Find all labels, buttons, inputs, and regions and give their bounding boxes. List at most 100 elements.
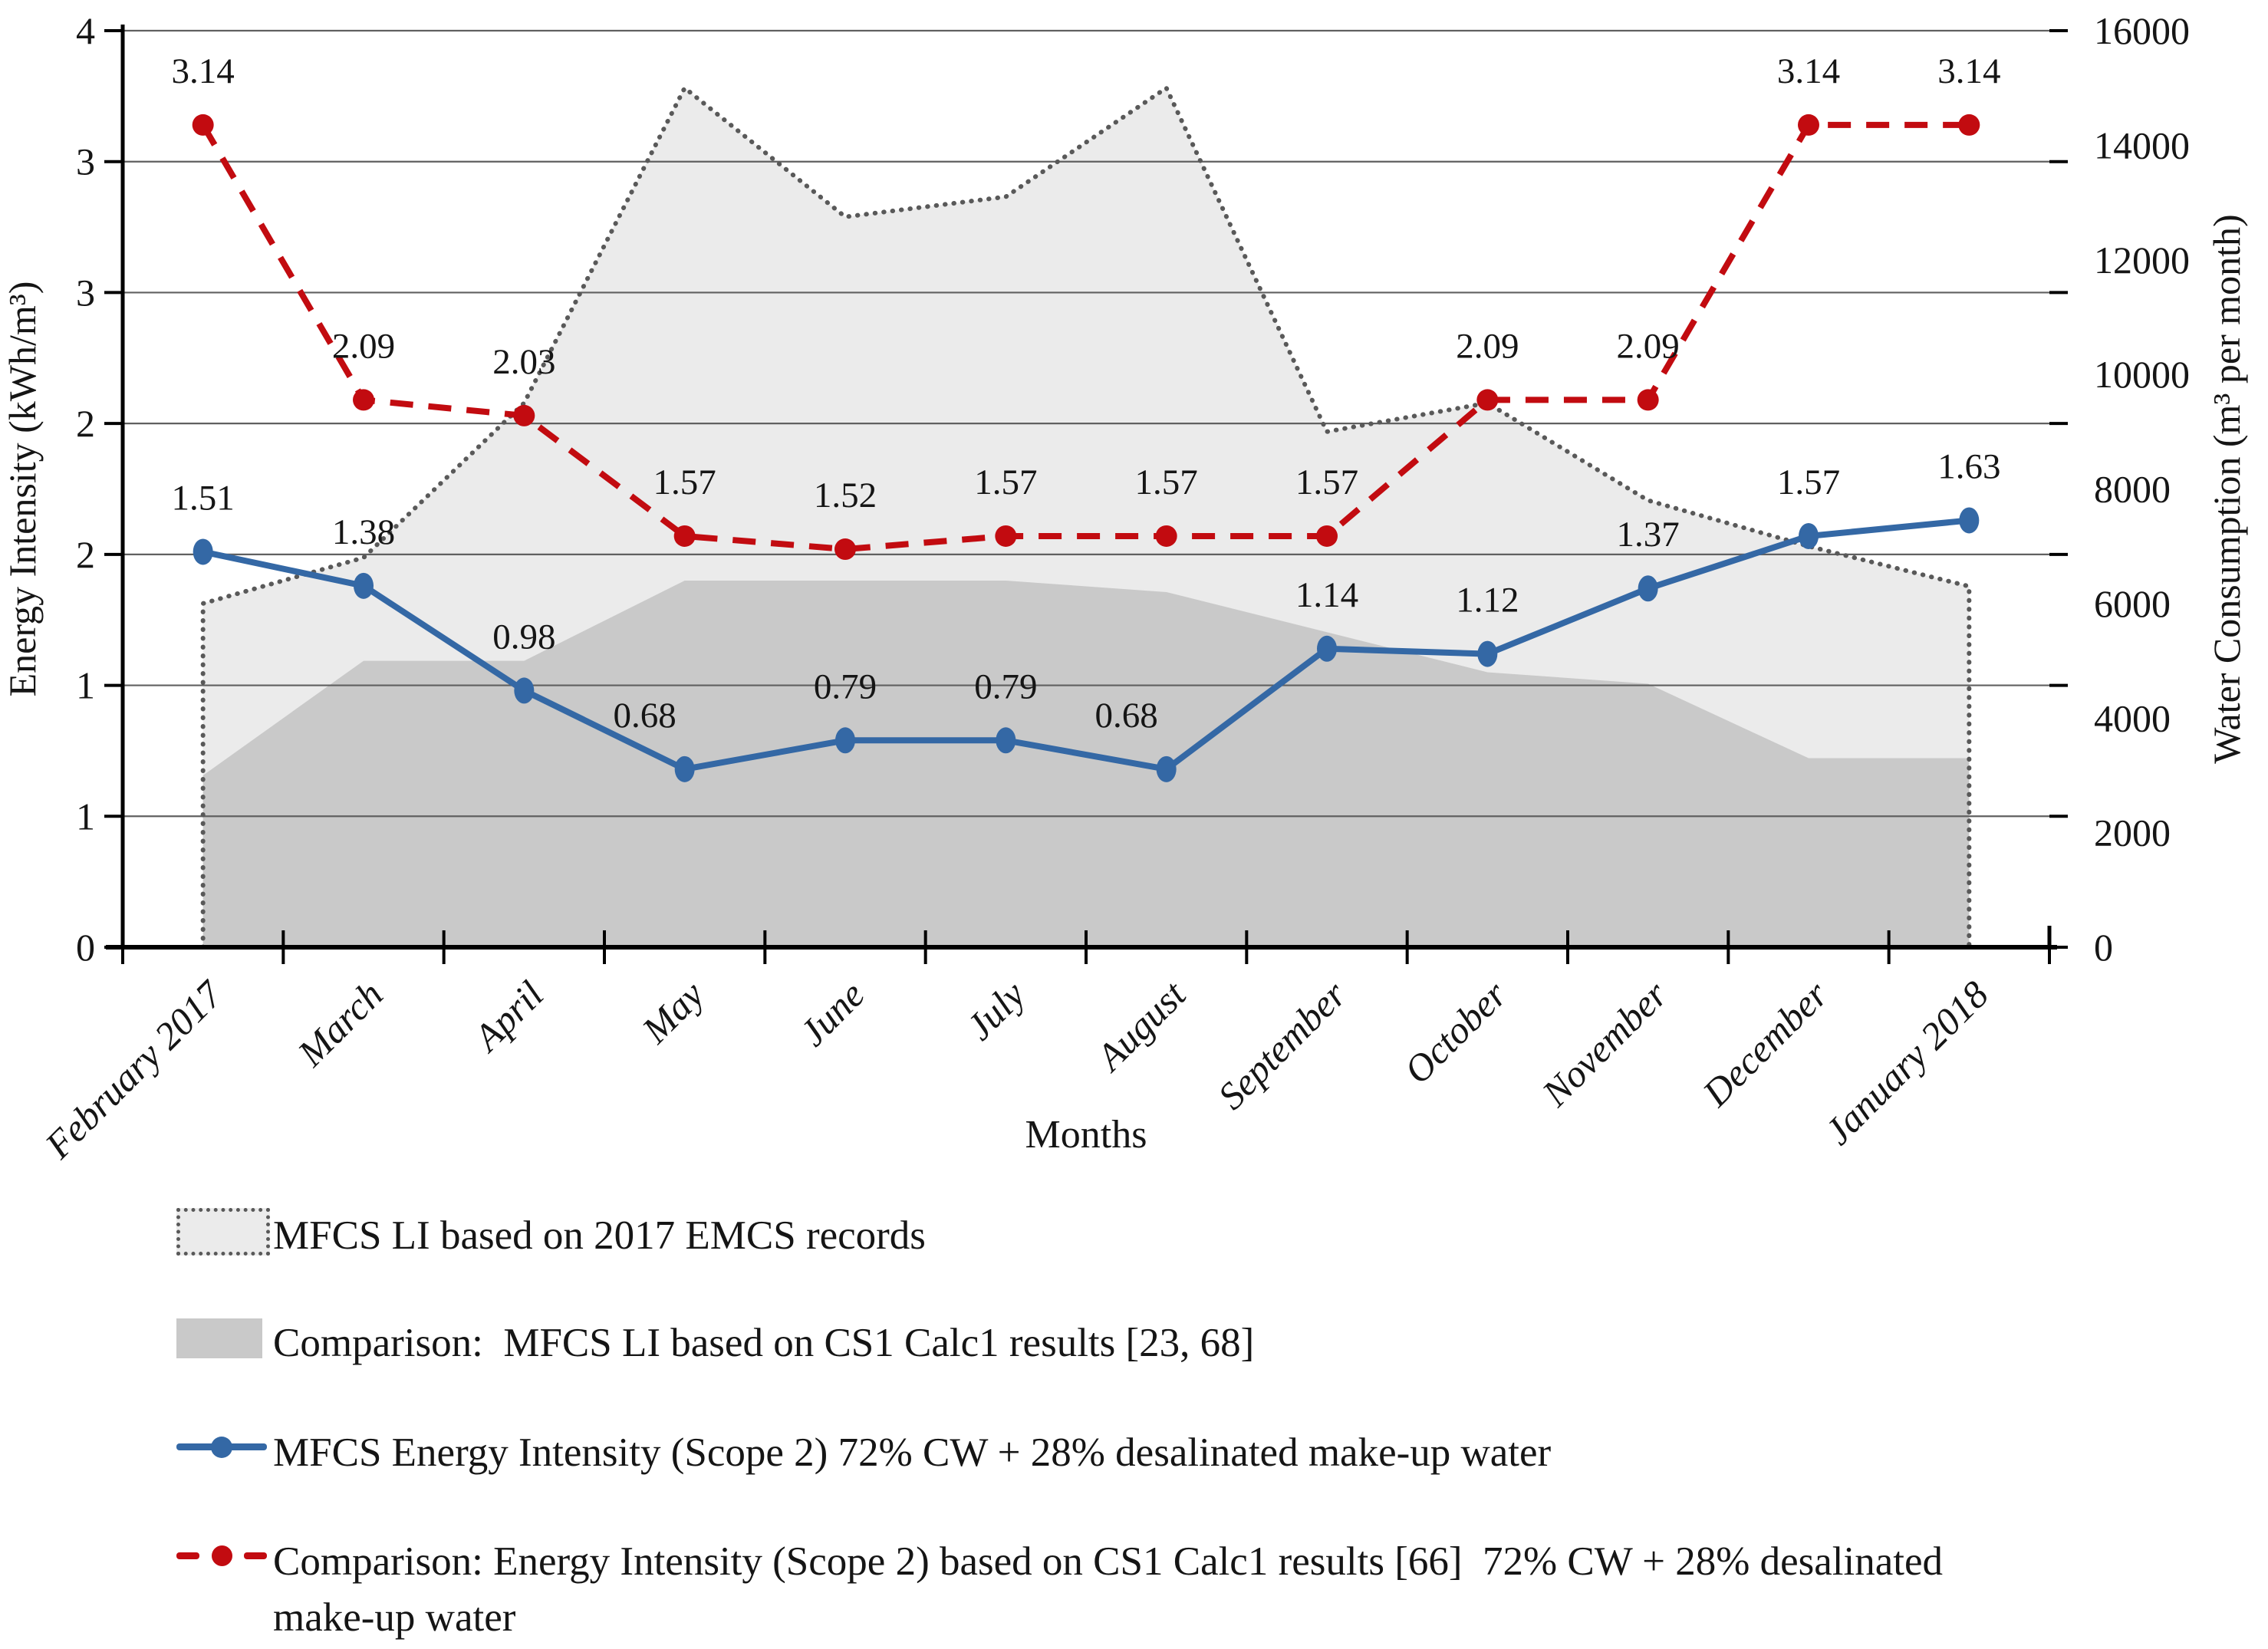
right-axis-tick-label: 8000 [2094,468,2171,511]
data-label-blue: 1.63 [1937,446,2000,486]
data-label-blue: 0.79 [974,667,1037,706]
x-axis-month-label: April [464,973,551,1060]
series-red-marker [1316,525,1338,547]
data-label-blue: 1.37 [1617,515,1680,555]
data-label-blue: 0.98 [492,617,555,657]
data-label-blue: 1.12 [1456,581,1519,620]
series-blue-marker [1959,507,1980,534]
x-axis-month-label: December [1694,973,1836,1115]
data-label-blue: 0.79 [814,667,877,706]
right-axis-tick-label: 16000 [2094,9,2190,52]
legend-label: Comparison: MFCS LI based on CS1 Calc1 r… [273,1321,1255,1365]
left-axis-tick-label: 2 [76,402,95,445]
right-axis-tick-label: 14000 [2094,123,2190,166]
series-blue-marker [1156,755,1177,782]
data-label-red: 2.09 [1456,326,1519,366]
x-axis-month-label: August [1087,972,1195,1080]
series-red-marker [995,525,1017,547]
right-axis-tick-label: 4000 [2094,696,2171,739]
chart-plot: 4 3 3 2 2 1 1 0 16000 14000 12000 10000 8000 6000 4000… [1,9,2248,1167]
data-label-red: 2.03 [492,342,555,382]
left-axis-tick-label: 1 [76,795,95,838]
series-red-marker [673,525,696,547]
data-label-red: 1.57 [1295,462,1358,502]
data-label-blue: 1.51 [172,478,235,518]
left-axis-tick-label: 1 [76,664,95,707]
series-blue-marker [514,677,535,704]
x-axis-month-label: July [958,973,1034,1048]
data-label-red: 2.09 [1617,326,1680,366]
data-label-red: 1.52 [814,476,877,515]
legend-item-emcs-area: MFCS LI based on 2017 EMCS records [176,1208,926,1264]
x-axis-month-label: March [289,973,391,1075]
legend-item-red-dashed-line: Comparison: Energy Intensity (Scope 2) b… [176,1534,1943,1646]
series-red-marker [1155,525,1177,547]
series-red-marker [513,404,535,426]
data-label-red: 3.14 [172,51,235,91]
series-blue-marker [674,755,695,782]
series-blue-line [202,517,1970,772]
legend-swatch-solid-area-icon [176,1315,267,1358]
legend-item-blue-line: MFCS Energy Intensity (Scope 2) 72% CW +… [176,1425,1551,1481]
series-red-marker [1798,114,1819,136]
data-label-red: 3.14 [1937,51,2000,91]
legend-item-calc1-area: Comparison: MFCS LI based on CS1 Calc1 r… [176,1315,1254,1371]
series-blue-marker [354,572,374,599]
data-label-blue: 1.14 [1295,575,1358,615]
legend-swatch-blue-line-icon [176,1425,267,1468]
right-axis-title: Water Consumption (m³ per month) [2205,214,2248,763]
left-axis-tick-label: 4 [76,9,95,52]
series-blue-marker [1799,522,1819,549]
area-emcs-dotted-border [200,84,1972,950]
left-axis-tick-label: 3 [76,271,95,314]
legend-label: MFCS Energy Intensity (Scope 2) 72% CW +… [273,1430,1552,1475]
right-axis-tick-label: 0 [2094,926,2113,969]
legend-label: MFCS LI based on 2017 EMCS records [273,1213,926,1258]
x-axis-month-label: October [1396,973,1516,1092]
series-blue-marker [1477,640,1498,667]
right-axis-tick-label: 10000 [2094,353,2190,396]
series-blue-marker [996,727,1016,754]
series-red-marker [834,538,856,561]
data-label-red: 1.57 [1135,462,1198,502]
series-red-marker [1958,114,1980,136]
x-axis-month-label: January 2018 [1816,973,1996,1153]
x-axis-title: Months [1025,1113,1147,1157]
legend-label-line1: Comparison: Energy Intensity (Scope 2) b… [273,1539,1944,1584]
series-blue-marker [835,727,855,754]
data-label-red: 2.09 [332,326,395,366]
legend-swatch-dotted-area-icon [176,1208,270,1256]
data-label-blue: 0.68 [614,696,676,736]
left-axis-tick-label: 0 [76,926,95,969]
left-axis-title: Energy Intensity (kWh/m³) [1,281,44,697]
legend-label: Comparison: Energy Intensity (Scope 2) b… [273,1534,1943,1646]
data-label-blue: 1.38 [332,512,395,552]
left-axis-tick-label: 3 [76,140,95,183]
x-axis-month-label: June [791,973,872,1054]
series-blue-marker [193,538,213,565]
series-red-dashed-line [200,121,1970,553]
data-label-red: 1.57 [974,462,1037,502]
series-red-marker [1476,389,1499,411]
x-axis-month-label: February 2017 [36,972,232,1167]
data-label-red: 3.14 [1777,51,1840,91]
area-calc1-comparison [202,581,1970,947]
data-label-blue: 1.57 [1777,462,1840,502]
right-axis-tick-label: 6000 [2094,582,2171,625]
data-label-red: 1.57 [653,462,716,502]
series-blue-marker [1317,635,1337,662]
data-label-blue: 0.68 [1095,696,1158,736]
legend-label-line2: make-up water [273,1595,516,1640]
series-red-marker [1637,389,1659,411]
series-red-marker [192,114,214,136]
right-axis-tick-label: 12000 [2094,239,2190,281]
series-red-marker [353,389,374,411]
x-axis-month-label: September [1210,973,1355,1117]
x-axis-month-label: November [1533,973,1676,1115]
left-axis-tick-label: 2 [76,533,95,576]
legend-swatch-red-dashed-icon [176,1534,267,1577]
x-axis-month-label: May [633,973,713,1052]
series-blue-marker [1638,575,1658,602]
right-axis-tick-label: 2000 [2094,811,2171,854]
